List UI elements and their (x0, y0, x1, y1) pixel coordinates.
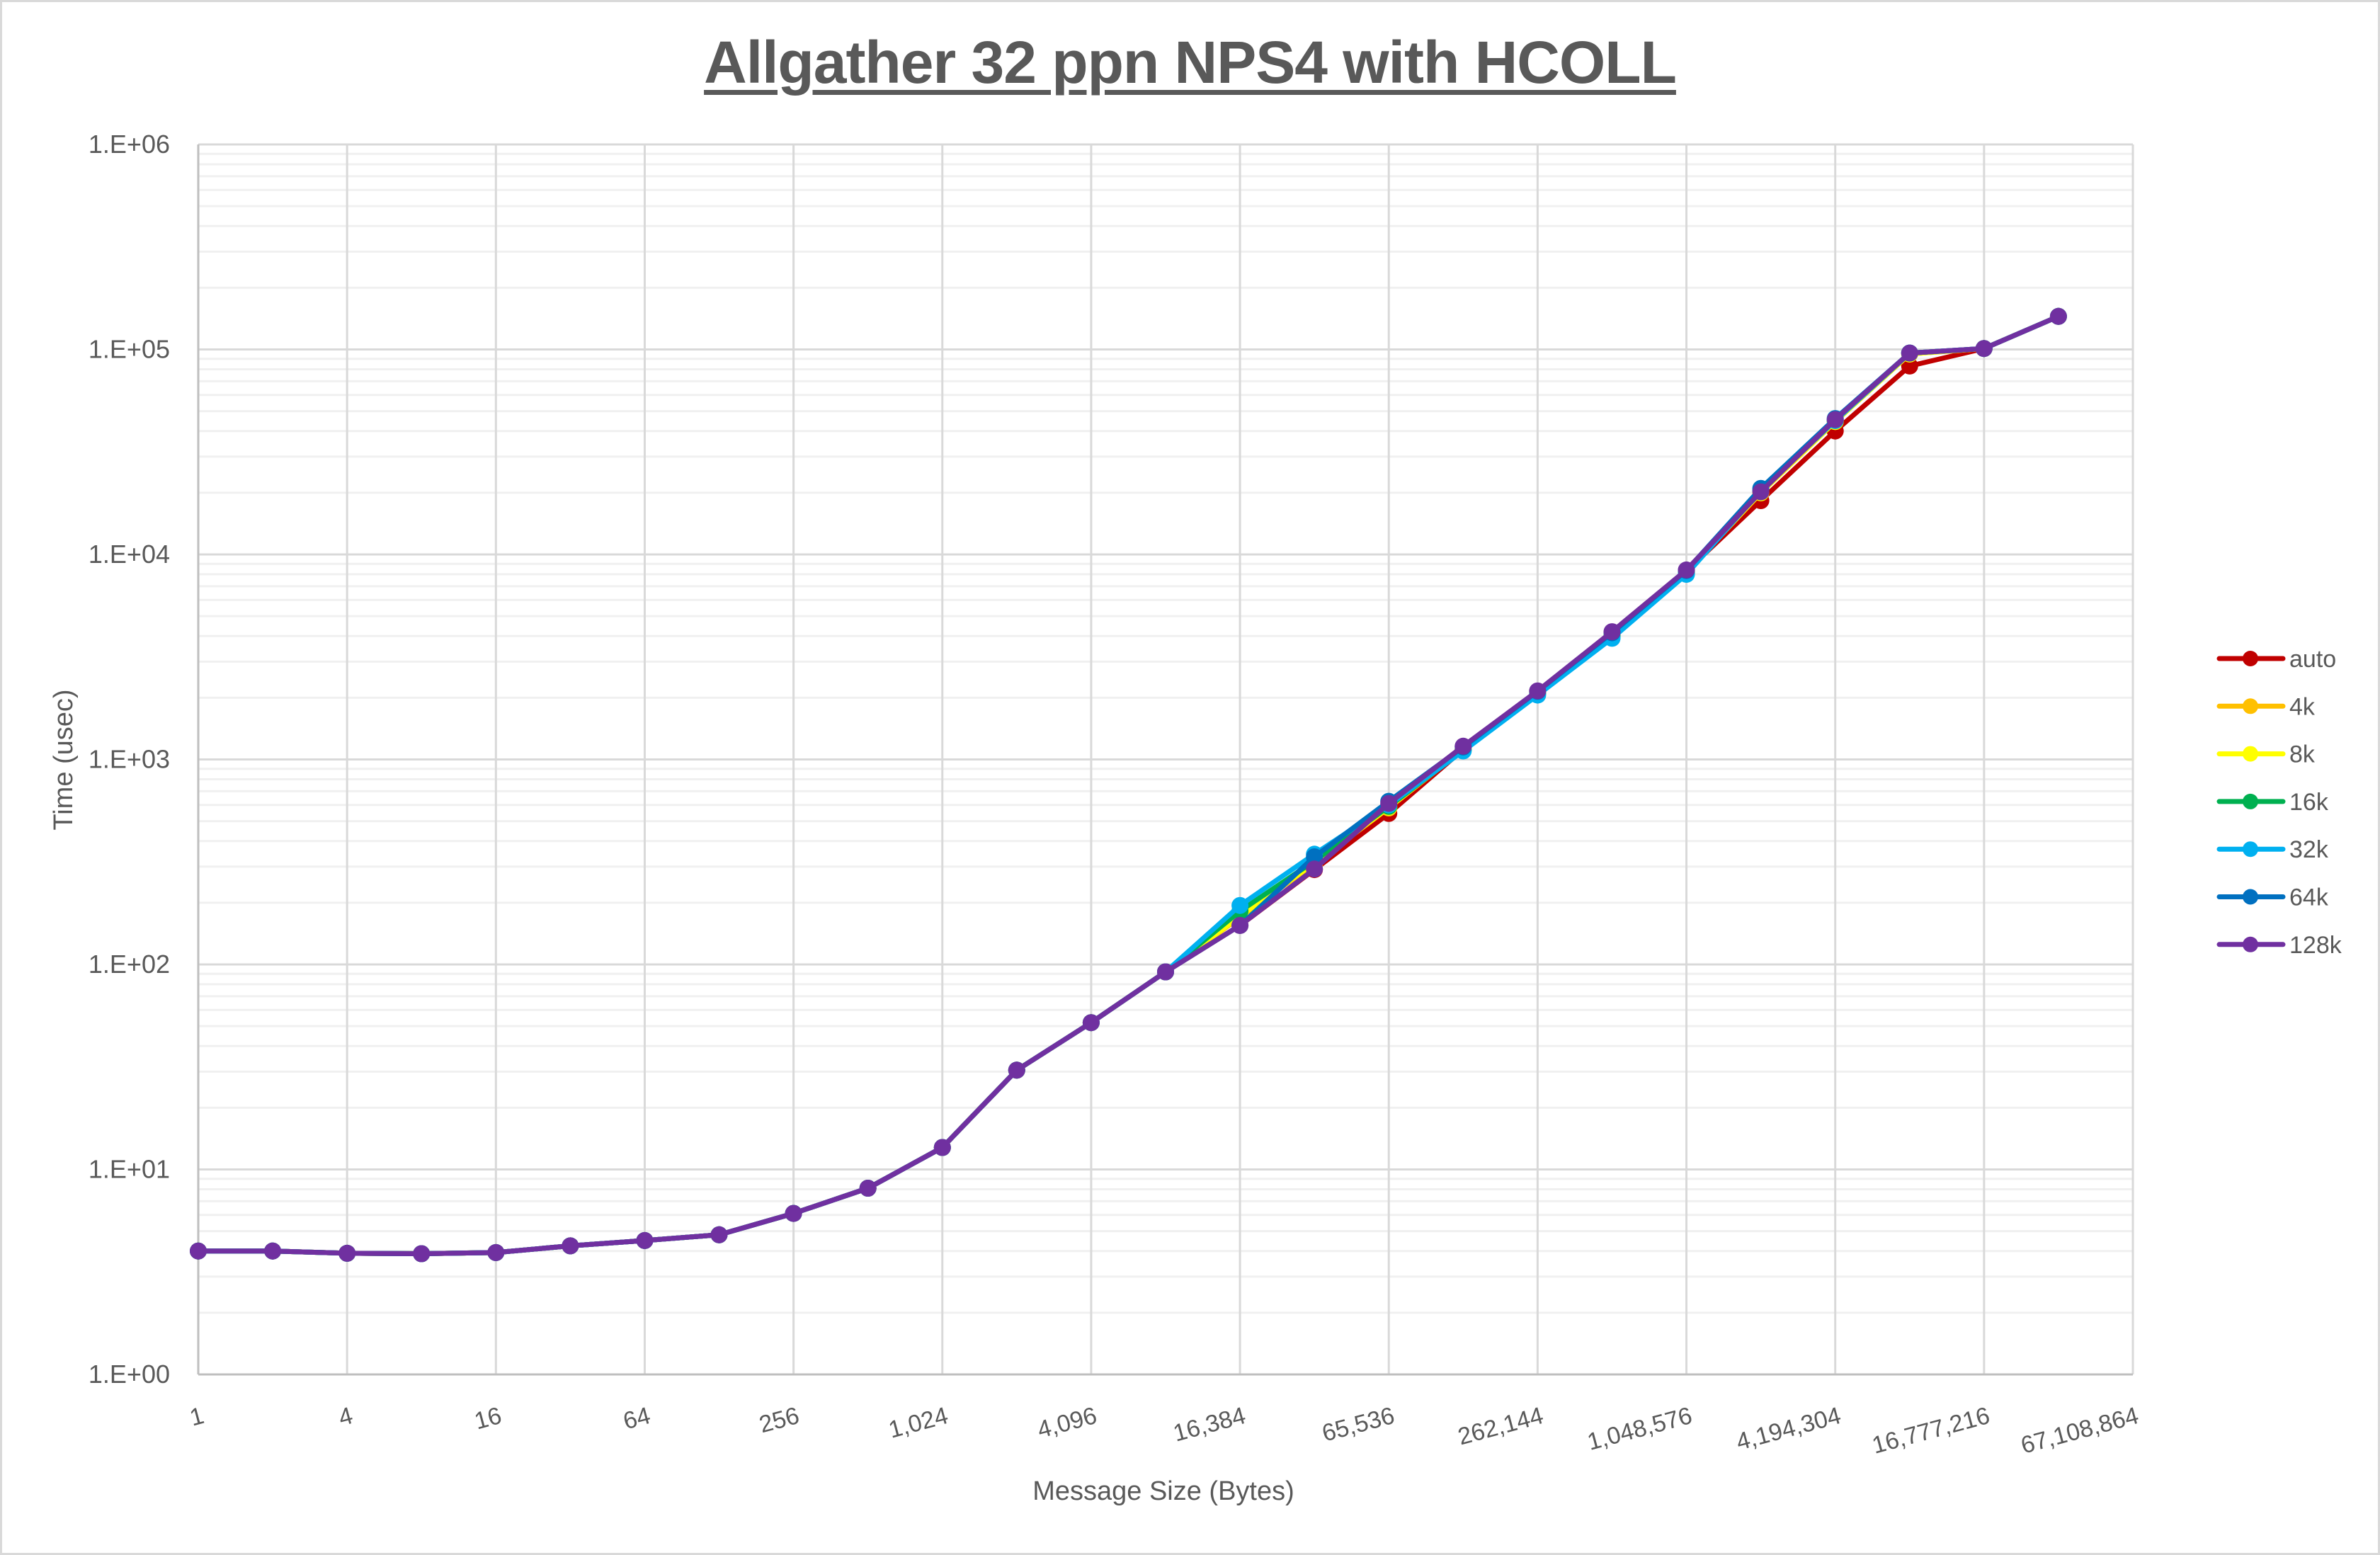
data-point-marker (1306, 860, 1323, 878)
legend-marker-icon (2243, 746, 2258, 762)
legend-item-auto: auto (2216, 646, 2336, 673)
series-4k (190, 307, 2067, 1263)
legend-marker-icon (2243, 698, 2258, 714)
legend-item-4k: 4k (2216, 693, 2316, 720)
y-tick-label: 1.E+01 (89, 1155, 170, 1184)
x-tick-label: 4 (336, 1402, 355, 1432)
legend-item-32k: 32k (2216, 836, 2329, 863)
series-8k (190, 307, 2067, 1263)
x-axis-tick-labels: 1 4 16 64 256 1,024 4,096 16,384 65,536 262,144 1,… (187, 1402, 2141, 1459)
data-point-marker (1901, 357, 1918, 375)
x-tick-label: 67,108,864 (2018, 1402, 2141, 1459)
x-tick-label: 4,096 (1035, 1402, 1100, 1444)
legend-label: auto (2289, 646, 2336, 673)
y-tick-label: 1.E+05 (89, 335, 170, 364)
data-point-marker (1082, 1014, 1100, 1032)
x-tick-label: 16 (472, 1402, 504, 1435)
legend-item-8k: 8k (2216, 741, 2316, 768)
series-32k (190, 307, 2067, 1263)
data-point-marker (1231, 916, 1249, 934)
data-point-marker (1231, 896, 1249, 914)
x-axis-title: Message Size (Bytes) (1032, 1476, 1294, 1506)
legend-marker-icon (2243, 889, 2258, 905)
legend-marker-icon (2243, 793, 2258, 809)
x-tick-label: 16,777,216 (1869, 1402, 1993, 1459)
x-tick-label: 16,384 (1171, 1402, 1248, 1447)
x-tick-label: 4,194,304 (1733, 1402, 1844, 1456)
legend: auto 4k 8k 16k 32k 64k 128k (2216, 646, 2342, 959)
plot-axes (197, 144, 2133, 1376)
data-point-marker (1678, 561, 1695, 579)
x-tick-label: 1,048,576 (1585, 1402, 1695, 1456)
x-tick-label: 262,144 (1455, 1402, 1547, 1451)
data-point-marker (1901, 344, 1918, 362)
data-point-marker (1603, 623, 1621, 641)
legend-label: 8k (2289, 741, 2316, 768)
data-point-marker (338, 1244, 356, 1262)
legend-marker-icon (2243, 651, 2258, 666)
data-point-marker (487, 1243, 505, 1261)
data-point-marker (1380, 794, 1398, 812)
y-axis-title: Time (usec) (49, 689, 79, 830)
legend-item-16k: 16k (2216, 789, 2329, 816)
y-tick-label: 1.E+02 (89, 950, 170, 979)
series-line (195, 314, 2061, 1256)
legend-label: 16k (2289, 789, 2329, 816)
x-tick-label: 1 (187, 1402, 207, 1432)
y-tick-label: 1.E+04 (89, 540, 170, 569)
data-point-marker (1529, 682, 1547, 700)
legend-label: 64k (2289, 884, 2329, 911)
data-point-marker (1454, 737, 1472, 755)
legend-label: 128k (2289, 932, 2342, 959)
y-tick-label: 1.E+03 (89, 745, 170, 774)
series-64k (190, 307, 2067, 1263)
data-point-marker (562, 1237, 579, 1255)
x-tick-label: 1,024 (886, 1402, 951, 1444)
chart-title: Allgather 32 ppn NPS4 with HCOLL (704, 29, 1677, 96)
data-point-marker (413, 1245, 431, 1263)
data-point-marker (933, 1139, 951, 1156)
data-point-marker (190, 1242, 207, 1260)
data-point-marker (1008, 1061, 1025, 1079)
legend-label: 4k (2289, 693, 2316, 720)
minor-gridlines (198, 152, 2133, 1314)
data-point-marker (636, 1231, 654, 1249)
legend-label: 32k (2289, 836, 2329, 863)
data-point-marker (2049, 307, 2067, 325)
data-point-marker (264, 1242, 282, 1260)
legend-item-64k: 64k (2216, 884, 2329, 911)
data-point-marker (785, 1204, 802, 1222)
y-tick-label: 1.E+06 (89, 130, 170, 159)
y-tick-label: 1.E+00 (89, 1360, 170, 1389)
series-auto (190, 307, 2067, 1263)
data-point-marker (1826, 411, 1844, 428)
y-axis-tick-labels: 1.E+00 1.E+01 1.E+02 1.E+03 1.E+04 1.E+05 1.E+… (89, 130, 170, 1389)
series-128k (190, 307, 2067, 1263)
data-point-marker (1975, 340, 1993, 358)
data-point-marker (1157, 963, 1174, 981)
x-tick-label: 256 (756, 1402, 802, 1438)
legend-marker-icon (2243, 936, 2258, 952)
x-tick-label: 64 (620, 1402, 653, 1435)
data-point-marker (1306, 848, 1323, 865)
data-point-marker (859, 1180, 877, 1197)
series-16k (190, 307, 2067, 1263)
legend-marker-icon (2243, 841, 2258, 858)
data-point-marker (710, 1226, 728, 1243)
data-series (190, 307, 2067, 1263)
legend-item-128k: 128k (2216, 932, 2342, 959)
data-point-marker (1752, 483, 1770, 501)
x-tick-label: 65,536 (1319, 1402, 1397, 1447)
